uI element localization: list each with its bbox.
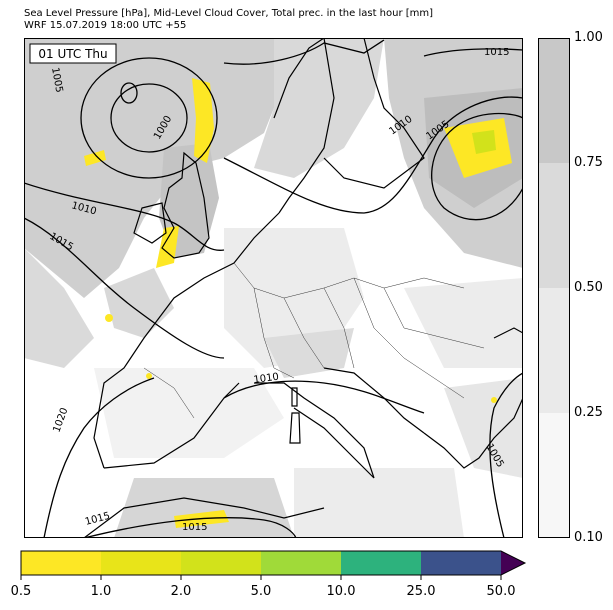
- precip-level-2.0-5.0: [181, 551, 261, 575]
- cloud-cover-colorbar: [538, 38, 570, 538]
- isobar-label: 1015: [182, 522, 207, 533]
- map-subtitle: WRF 15.07.2019 18:00 UTC +55: [24, 20, 187, 31]
- coast-sardinia: [289, 412, 301, 444]
- precip-tick-label: 5.0: [250, 584, 272, 599]
- coast-scandinavia: [273, 38, 335, 214]
- precip-level-5.0-10.0: [261, 551, 341, 575]
- isobar-1005-se: [489, 372, 523, 538]
- isobars: [24, 39, 523, 538]
- precip-level-25.0-50.0: [421, 551, 501, 575]
- coast-iberia: [103, 382, 240, 469]
- cloud-tick-label: 0.50: [574, 280, 603, 295]
- precip-tick-label: 50.0: [486, 584, 516, 599]
- isobar-label: 1015: [484, 47, 509, 58]
- precipitation-colorbar: [20, 550, 527, 580]
- precip-spot-west: [105, 314, 113, 322]
- cloud-area-south: [294, 468, 464, 538]
- time-label: 01 UTC Thu: [29, 43, 117, 64]
- precip-level-over-50: [501, 551, 525, 575]
- isobar-1015-west: [24, 217, 225, 359]
- coast-italy: [254, 382, 375, 479]
- coast-corsica: [291, 387, 298, 407]
- cloud-area-alps: [264, 328, 354, 378]
- isobar-1015-north: [223, 39, 523, 65]
- coast-greece: [423, 397, 523, 469]
- precip-tick-label: 25.0: [406, 584, 436, 599]
- cloud-area-north-sea: [254, 38, 384, 178]
- precip-spot-balkans: [491, 397, 497, 403]
- cloud-tick-label: 0.75: [574, 155, 603, 170]
- isobar-low-center: [120, 82, 138, 104]
- cloud-level-0.25-0.50: [538, 288, 570, 413]
- borders-alps: [253, 287, 355, 379]
- coast-north-africa: [83, 497, 325, 538]
- time-label-text: 01 UTC Thu: [38, 47, 107, 61]
- cloud-area-nw: [24, 38, 286, 298]
- isobar-1005-nw: [80, 57, 218, 179]
- cloud-area-mediterranean: [94, 368, 284, 458]
- cloud-level-0.75-1.00: [538, 38, 570, 163]
- isobar-label: 1005: [49, 67, 64, 94]
- country-borders: [143, 262, 485, 419]
- map-title: Sea Level Pressure [hPa], Mid-Level Clou…: [24, 8, 434, 19]
- isobar-1005-ne: [431, 112, 523, 221]
- precip-area-east-core: [472, 130, 496, 154]
- isobar-1015-south: [83, 517, 297, 538]
- colorbar-frame: [538, 38, 570, 538]
- precip-area-channel: [84, 150, 106, 166]
- isobar-1010-south: [223, 380, 425, 414]
- coast-baltic: [323, 38, 425, 189]
- isobar-1010-west: [24, 182, 225, 251]
- borders-iberia: [143, 367, 195, 419]
- coast-black-sea: [493, 327, 523, 339]
- coast-britain: [161, 151, 210, 259]
- colorbar-frame: [20, 550, 527, 576]
- precip-tick-label: 0.5: [10, 584, 32, 599]
- coast-ireland: [133, 202, 167, 244]
- isobar-1000-nw: [110, 83, 188, 153]
- precipitation-layer: [84, 78, 512, 528]
- cloud-area-west: [24, 248, 94, 368]
- borders-east: [353, 277, 485, 399]
- isobar-1010-central: [223, 96, 523, 214]
- precip-tick-label: 10.0: [326, 584, 356, 599]
- map-frame: [24, 38, 523, 538]
- precip-tick-label: 1.0: [90, 584, 112, 599]
- precip-area-scotland: [192, 78, 214, 163]
- cloud-tick-label: 1.00: [574, 30, 603, 45]
- cloud-cover-layer: [24, 38, 523, 538]
- borders-central: [233, 262, 465, 299]
- isobar-1020-sw: [43, 377, 155, 538]
- cloud-area-balkans: [444, 378, 523, 478]
- cloud-tick-label: 0.10: [574, 530, 603, 545]
- weather-map: 1015 1005 1000 1010 1015 1010 1005 1010 …: [24, 38, 523, 538]
- precip-spot-iberia: [146, 373, 152, 379]
- precip-level-10.0-25.0: [341, 551, 421, 575]
- isobar-label: 1010: [253, 372, 280, 386]
- cloud-tick-label: 0.25: [574, 405, 603, 420]
- cloud-level-0.50-0.75: [538, 163, 570, 288]
- precip-level-1.0-2.0: [101, 551, 181, 575]
- precip-level-0.5-1.0: [21, 551, 101, 575]
- precip-tick-label: 2.0: [170, 584, 192, 599]
- cloud-area-east: [404, 278, 523, 368]
- cloud-level-0.10-0.25: [538, 413, 570, 538]
